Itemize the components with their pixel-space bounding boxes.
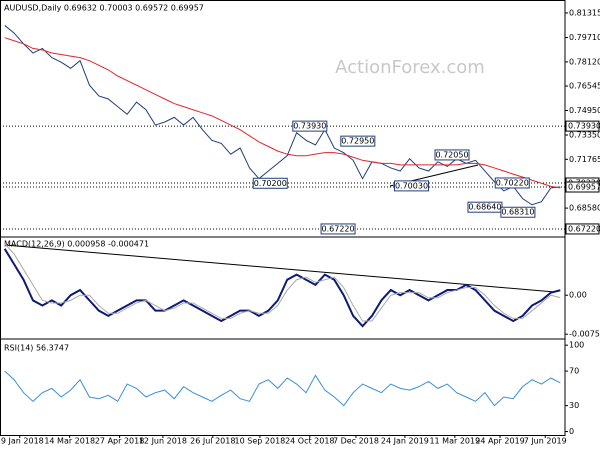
series-line bbox=[4, 25, 561, 206]
y-tick-label: 0.00 bbox=[569, 291, 587, 300]
annotation-box bbox=[494, 177, 530, 189]
y-tick-label: 100 bbox=[569, 341, 584, 350]
annotation-box bbox=[292, 120, 328, 132]
series-line bbox=[4, 370, 561, 407]
annotation-label: 0.72950 bbox=[341, 137, 374, 146]
x-tick-label: 14 Mar 2018 bbox=[44, 437, 95, 446]
x-tick-label: 24 Apr 2019 bbox=[475, 437, 524, 446]
y-tick-label: 70 bbox=[569, 367, 579, 376]
frame bbox=[0, 0, 566, 436]
annotation-box bbox=[340, 135, 376, 147]
annotation-label: 0.70200 bbox=[254, 179, 287, 188]
chart-title: AUDUSD,Daily 0.69632 0.70003 0.69572 0.6… bbox=[4, 4, 204, 13]
annotation-label: 0.68310 bbox=[501, 208, 534, 217]
series-line bbox=[4, 37, 561, 189]
annotation-label: 0.70220 bbox=[496, 178, 529, 187]
annotation-label: 0.67220 bbox=[322, 224, 355, 233]
x-tick-label: 7 Dec 2018 bbox=[333, 437, 379, 446]
x-tick-label: 12 Jun 2018 bbox=[139, 437, 187, 446]
x-tick-label: 24 Oct 2018 bbox=[285, 437, 334, 446]
level-label: 0.67220 bbox=[568, 224, 600, 233]
rsi-title: RSI(14) 56.3747 bbox=[4, 344, 69, 353]
x-tick-label: 7 Jun 2019 bbox=[524, 437, 567, 446]
annotation-box bbox=[394, 180, 430, 192]
y-tick-label: 0.68580 bbox=[569, 204, 600, 213]
y-tick-label: 0.76545 bbox=[569, 82, 600, 91]
trend-line bbox=[4, 244, 556, 293]
x-tick-label: 10 Sep 2018 bbox=[235, 437, 286, 446]
y-tick-label: 0.73350 bbox=[569, 131, 600, 140]
y-tick-label: 0.74950 bbox=[569, 106, 600, 115]
annotation-box bbox=[252, 177, 288, 189]
y-tick-label: 0.78120 bbox=[569, 57, 600, 66]
y-tick-label: 0.79710 bbox=[569, 33, 600, 42]
annotation-label: 0.73930 bbox=[293, 122, 326, 131]
x-tick-label: 26 Jul 2018 bbox=[190, 437, 235, 446]
annotation-box bbox=[500, 206, 536, 218]
series-line bbox=[4, 243, 561, 322]
annotation-label: 0.70030 bbox=[395, 181, 428, 190]
y-tick-label: 30 bbox=[569, 401, 579, 410]
y-tick-label: 0.81315 bbox=[569, 8, 600, 17]
x-tick-label: 24 Jan 2019 bbox=[381, 437, 429, 446]
annotation-box bbox=[434, 149, 470, 161]
annotation-label: 0.72050 bbox=[435, 150, 468, 159]
level-box bbox=[565, 120, 600, 132]
y-tick-label: -0.00756 bbox=[569, 330, 600, 339]
watermark: ActionForex.com bbox=[335, 57, 485, 78]
level-box bbox=[565, 223, 600, 235]
annotation-label: 0.68640 bbox=[468, 203, 501, 212]
series-line bbox=[3, 248, 561, 328]
level-label: 0.69957 bbox=[568, 183, 600, 192]
y-tick-label: 0 bbox=[569, 427, 574, 436]
macd-title: MACD(12,26,9) 0.000958 -0.000471 bbox=[4, 240, 149, 249]
level-label: 0.73930 bbox=[568, 122, 600, 131]
level-box bbox=[565, 181, 600, 193]
y-tick-label: 0.71765 bbox=[569, 155, 600, 164]
x-tick-label: 29 Jan 2018 bbox=[0, 437, 44, 446]
annotation-box bbox=[320, 223, 356, 235]
x-tick-label: 11 Mar 2019 bbox=[429, 437, 480, 446]
x-tick-label: 27 Apr 2018 bbox=[95, 437, 144, 446]
